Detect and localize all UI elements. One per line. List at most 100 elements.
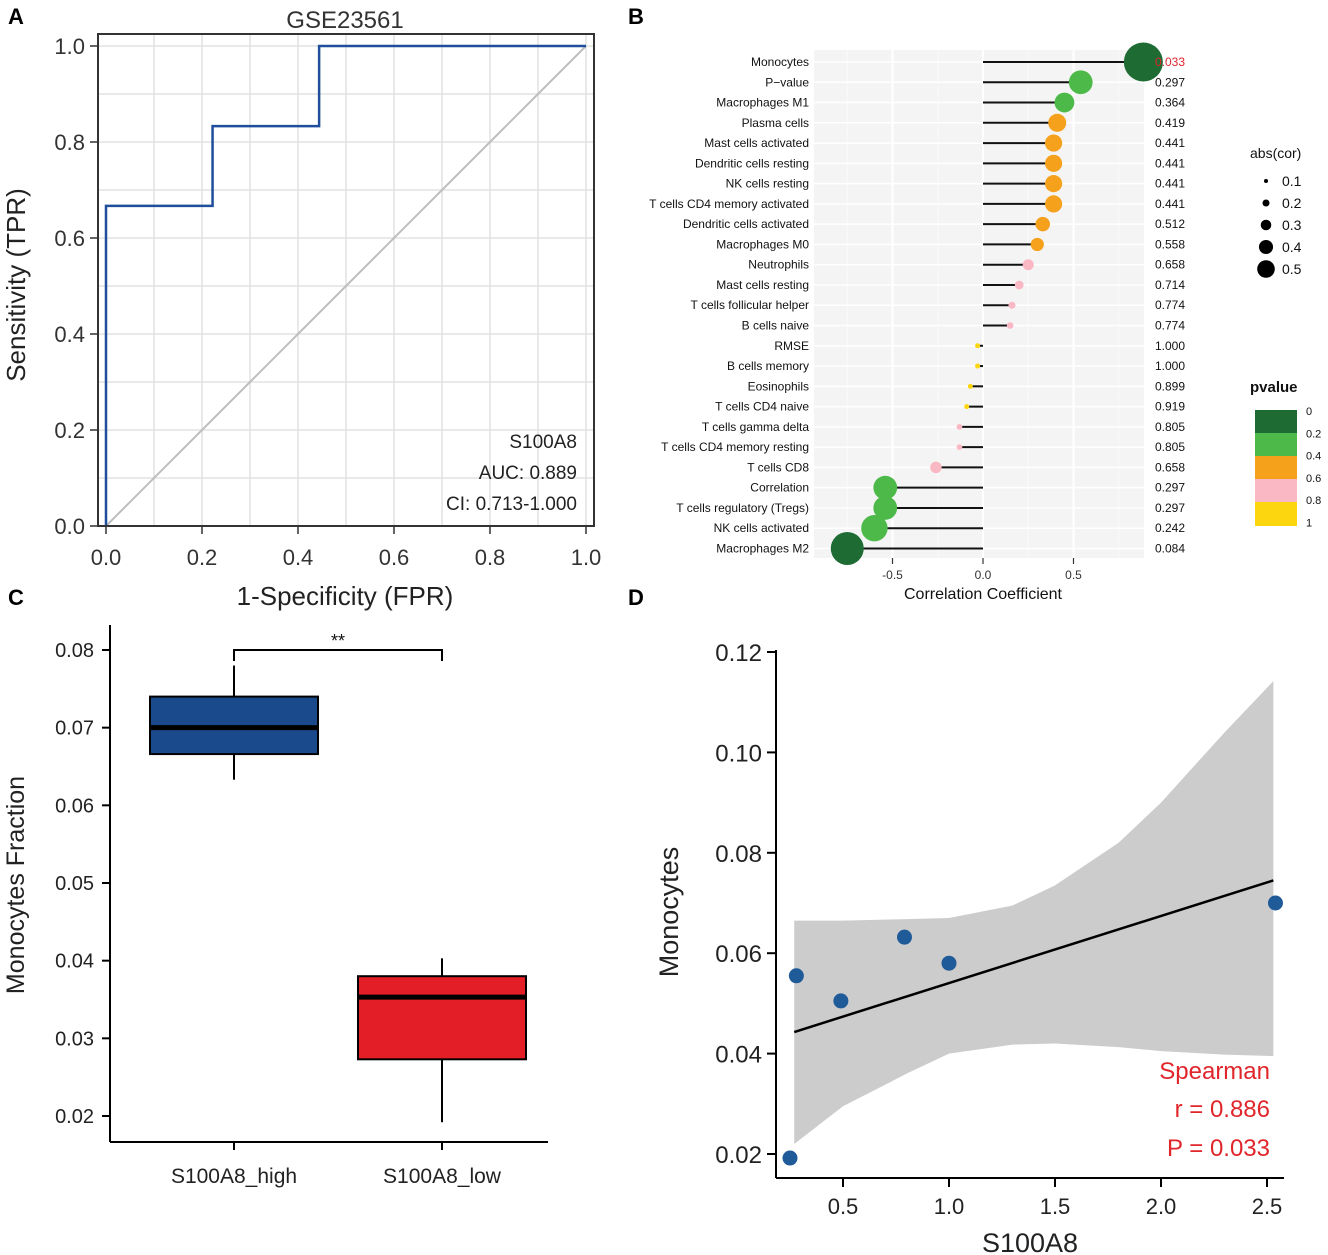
lollipop-pvalue-label: 0.714 [1155, 278, 1185, 292]
roc-y-tick-label: 0.0 [54, 514, 85, 539]
panel-label-b: B [628, 4, 644, 29]
scatter-y-tick-label: 0.02 [715, 1142, 762, 1169]
boxplot-category-label: S100A8_high [171, 1165, 297, 1188]
lollipop-pvalue-label: 0.899 [1155, 379, 1185, 393]
boxplot-y-axis-label: Monocytes Fraction [2, 776, 30, 994]
lollipop-point [1048, 113, 1067, 132]
lollipop-category-label: B cells naive [742, 319, 810, 333]
lollipop-pvalue-label: 0.805 [1155, 420, 1185, 434]
scatter-point [788, 968, 804, 984]
lollipop-plot-bg [814, 50, 1144, 558]
lollipop-point [930, 461, 942, 474]
scatter-x-tick-label: 1.5 [1040, 1194, 1071, 1219]
size-legend-dot [1262, 199, 1270, 207]
lollipop-pvalue-label: 0.084 [1155, 541, 1185, 555]
scatter-x-tick-label: 0.5 [828, 1194, 859, 1219]
scatter-y-tick-label: 0.04 [715, 1042, 762, 1069]
lollipop-pvalue-label: 0.033 [1155, 55, 1185, 69]
lollipop-pvalue-label: 1.000 [1155, 339, 1185, 353]
lollipop-point [1045, 154, 1063, 172]
size-legend-label: 0.1 [1282, 173, 1302, 189]
lollipop-category-label: Dendritic cells activated [683, 217, 809, 231]
lollipop-category-label: T cells CD8 [747, 460, 809, 474]
lollipop-point [967, 383, 973, 389]
lollipop-category-label: T cells gamma delta [702, 420, 809, 434]
roc-x-axis-label: 1-Specificity (FPR) [237, 581, 454, 611]
roc-chart: GSE23561 0.0 0.2 0.4 0.6 0.8 1.0 0.0 0.2 0.4 0.6 0… [1, 7, 601, 611]
roc-x-tick-label: 0.4 [283, 545, 314, 570]
lollipop-category-label: Macrophages M1 [716, 96, 809, 110]
boxplot-chart: S100A8_high S100A8_low 0.02 0.03 0.04 0.05 0.0… [2, 625, 548, 1188]
lollipop-point [1022, 259, 1034, 271]
roc-x-tick-label: 0.2 [187, 545, 218, 570]
boxplot-y-tick-label: 0.02 [55, 1106, 94, 1128]
lollipop-pvalue-label: 0.441 [1155, 177, 1185, 191]
lollipop-point [1123, 42, 1163, 82]
lollipop-point [830, 531, 864, 565]
roc-y-axis-label: Sensitivity (TPR) [1, 188, 31, 382]
lollipop-category-label: T cells CD4 memory resting [661, 440, 809, 454]
color-legend-label: 1 [1306, 518, 1312, 530]
size-legend-label: 0.4 [1282, 239, 1302, 255]
lollipop-category-label: NK cells activated [714, 521, 809, 535]
roc-annotation-gene: S100A8 [509, 432, 577, 453]
boxplot-y-tick-label: 0.08 [55, 640, 94, 662]
size-legend-label: 0.3 [1282, 217, 1302, 233]
lollipop-point [964, 404, 970, 410]
roc-x-tick-label: 0.8 [475, 545, 506, 570]
spearman-r-value: r = 0.886 [1175, 1096, 1270, 1123]
size-legend-dot [1257, 260, 1275, 278]
roc-y-tick-label: 0.6 [54, 226, 85, 251]
boxplot-y-tick-label: 0.05 [55, 873, 94, 895]
roc-annotation-ci: CI: 0.713-1.000 [446, 494, 577, 515]
scatter-point [833, 993, 849, 1009]
lollipop-point [956, 424, 963, 430]
lollipop-point [975, 343, 981, 349]
lollipop-pvalue-label: 0.419 [1155, 116, 1185, 130]
lollipop-point [1045, 195, 1063, 213]
roc-y-tick-label: 0.4 [54, 322, 85, 347]
lollipop-category-label: RMSE [774, 339, 809, 353]
color-legend-swatch [1255, 502, 1297, 526]
lollipop-point [873, 496, 898, 520]
lollipop-pvalue-label: 0.658 [1155, 460, 1185, 474]
lollipop-category-label: T cells CD4 naive [715, 400, 809, 414]
size-legend-dot [1264, 179, 1268, 183]
lollipop-pvalue-label: 0.297 [1155, 75, 1185, 89]
lollipop-point [861, 515, 888, 542]
size-legend-label: 0.2 [1282, 195, 1302, 211]
lollipop-point [956, 444, 963, 450]
roc-annotation-auc: AUC: 0.889 [479, 463, 577, 484]
box-iqr-rect [357, 975, 527, 1061]
color-legend-label: 0 [1306, 406, 1312, 418]
panel-label-c: C [8, 585, 24, 610]
boxplot-y-tick-label: 0.03 [55, 1028, 94, 1050]
lollipop-category-label: T cells regulatory (Tregs) [676, 501, 809, 515]
lollipop-pvalue-label: 0.805 [1155, 440, 1185, 454]
lollipop-point [1030, 237, 1044, 252]
lollipop-pvalue-label: 0.364 [1155, 96, 1185, 110]
correlation-scatter-chart: 0.5 1.0 1.5 2.0 2.50.020.040.060.080.100.12 … [654, 640, 1284, 1255]
lollipop-pvalue-label: 1.000 [1155, 359, 1185, 373]
color-legend-label: 0.8 [1306, 495, 1321, 507]
color-legend-label: 0.4 [1306, 451, 1321, 463]
lollipop-category-label: P−value [765, 75, 809, 89]
size-legend-dot [1260, 219, 1272, 231]
color-legend-swatch [1255, 479, 1297, 503]
lollipop-pvalue-label: 0.512 [1155, 217, 1185, 231]
lollipop-category-label: Dendritic cells resting [695, 156, 809, 170]
confidence-band [794, 681, 1274, 1144]
lollipop-x-tick-label: 0.5 [1065, 568, 1082, 582]
scatter-y-axis-label: Monocytes [654, 847, 684, 978]
lollipop-point [975, 363, 981, 369]
scatter-x-tick-label: 2.5 [1252, 1194, 1283, 1219]
roc-x-tick-label: 0.6 [379, 545, 410, 570]
lollipop-point [1035, 216, 1050, 232]
lollipop-category-label: Eosinophils [748, 379, 809, 393]
roc-title: GSE23561 [286, 7, 403, 34]
lollipop-x-axis-label: Correlation Coefficient [904, 586, 1063, 603]
lollipop-pvalue-label: 0.441 [1155, 197, 1185, 211]
lollipop-point [873, 475, 898, 500]
lollipop-pvalue-label: 0.441 [1155, 136, 1185, 150]
